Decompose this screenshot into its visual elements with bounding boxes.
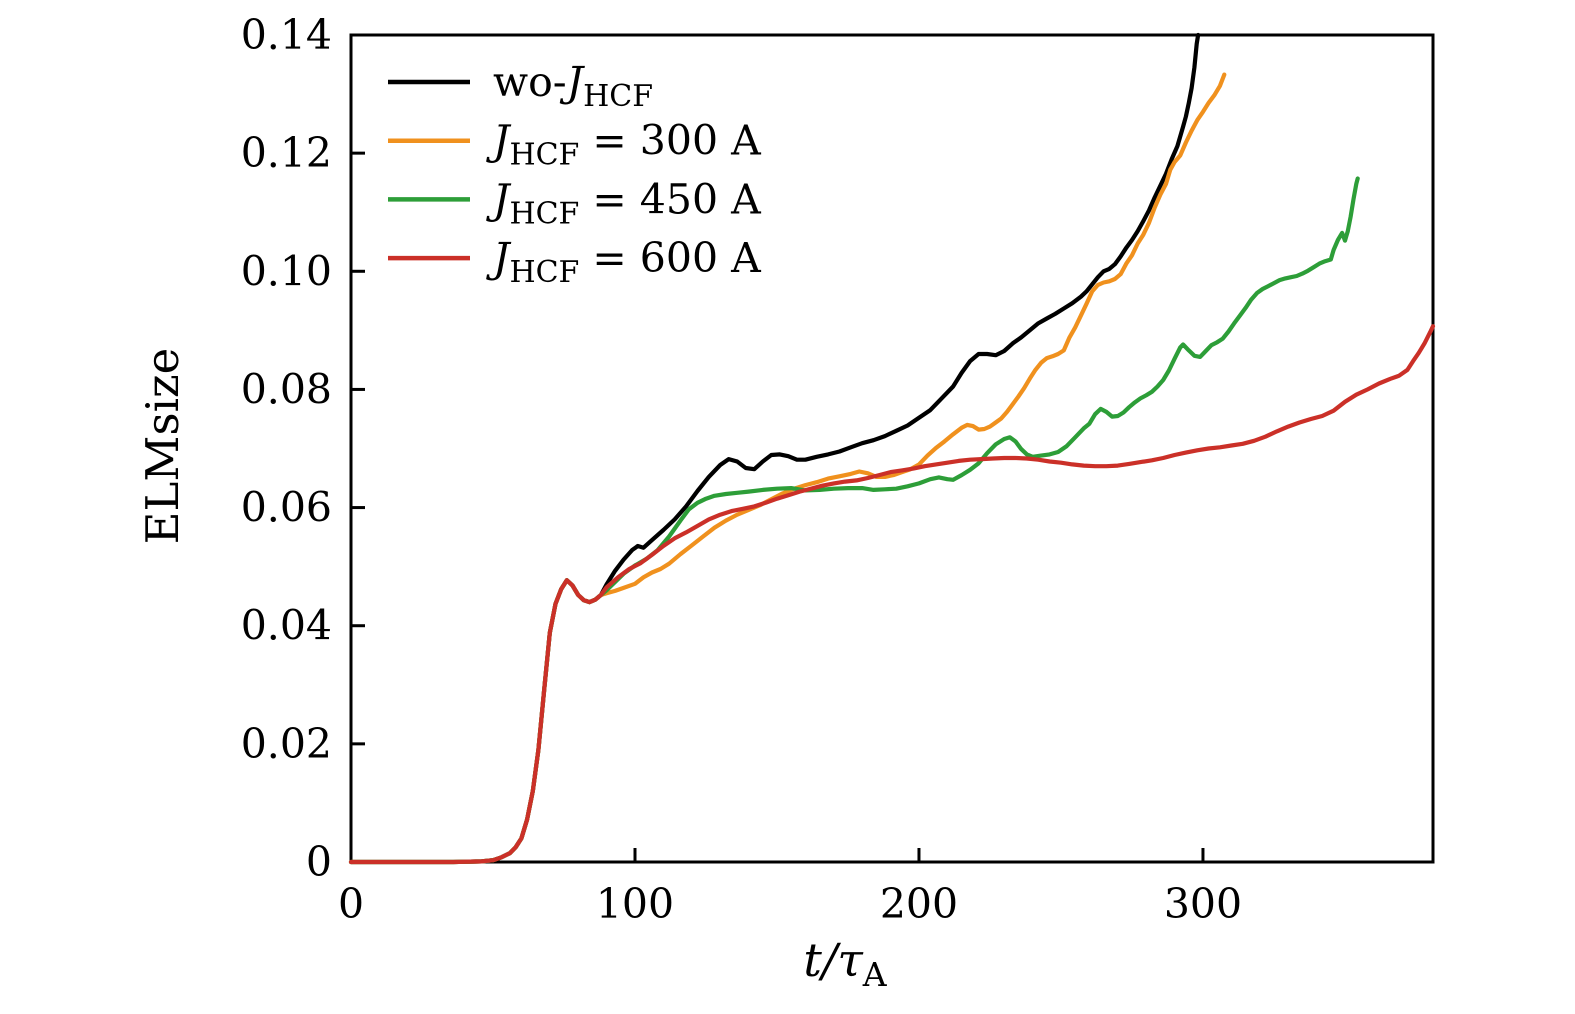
- y-tick-label: 0.08: [241, 365, 332, 413]
- series-line-j-hcf-300-a: [348, 72, 1227, 865]
- data-series: [348, 32, 1436, 865]
- axis-ticks: 0 100 200 300 0 0.02 0.04 0.06 0.08 0.10 0.12 0.14: [241, 11, 1242, 928]
- x-tick-label: 0: [338, 880, 364, 928]
- plot-border: [349, 33, 1435, 864]
- x-tick-label: 300: [1164, 880, 1242, 928]
- x-tick-label: 100: [596, 880, 674, 928]
- y-tick-label: 0.06: [241, 484, 332, 532]
- y-tick-label: 0: [306, 838, 332, 886]
- series-line-wo-j-hcf: [348, 32, 1201, 865]
- legend-entry-label: JHCF = 600 A: [486, 234, 762, 290]
- y-axis-label: ELMsize: [136, 348, 189, 545]
- y-tick-label: 0.14: [241, 11, 332, 59]
- legend-entry-label: JHCF = 450 A: [486, 175, 762, 231]
- x-tick-label: 200: [880, 880, 958, 928]
- series-line-j-hcf-600-a: [348, 324, 1436, 865]
- y-tick-label: 0.12: [241, 129, 332, 177]
- y-tick-label: 0.10: [241, 247, 332, 295]
- plot-frame: [349, 33, 1435, 864]
- y-tick-label: 0.02: [241, 720, 332, 768]
- y-tick-label: 0.04: [241, 602, 332, 650]
- legend-entry-label: JHCF = 300 A: [486, 117, 762, 173]
- x-axis-label-text: t/τA: [803, 933, 887, 994]
- legend-entry-label: wo-JHCF: [493, 58, 653, 114]
- x-axis-label: t/τA: [803, 933, 887, 994]
